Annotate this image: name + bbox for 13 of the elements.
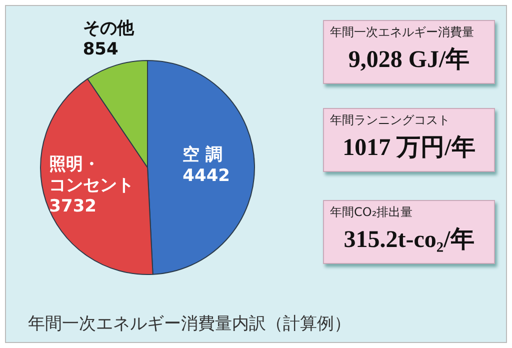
text: 年間一次エネルギー消費量 bbox=[329, 24, 475, 41]
data-label: 4442 bbox=[182, 166, 230, 186]
text: 年間一次エネルギー消費量内訳（計算例） bbox=[28, 313, 351, 335]
text: 315.2t-co₂/年 bbox=[342, 226, 476, 255]
slice-label: 照明・コンセント bbox=[49, 154, 134, 196]
slice-label: 空 調 bbox=[182, 144, 223, 165]
text: 9,028 GJ/年 bbox=[347, 46, 471, 75]
text: 年間ランニングコスト bbox=[329, 112, 451, 129]
text: 年間CO₂排出量 bbox=[329, 204, 414, 221]
text: 1017 万円/年 bbox=[342, 134, 476, 163]
data-label: 854 bbox=[82, 40, 118, 60]
slice-label: その他 bbox=[82, 18, 135, 39]
data-label: 3732 bbox=[49, 196, 97, 217]
